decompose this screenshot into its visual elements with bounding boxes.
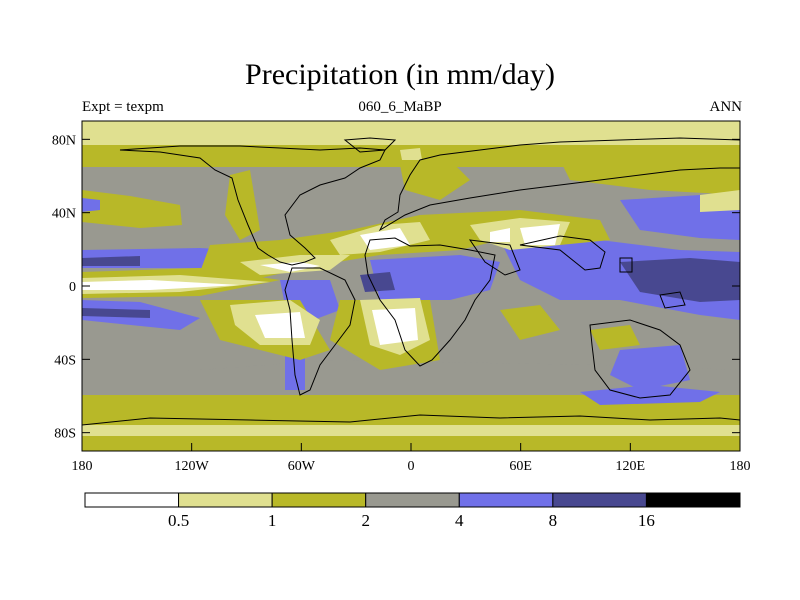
lon-tick-label: 180	[72, 459, 93, 474]
lon-tick-label: 120E	[616, 459, 646, 474]
experiment-label: Expt = texpm	[82, 99, 164, 115]
colorbar-label: 16	[638, 511, 655, 530]
colorbar-swatch	[645, 492, 741, 508]
lon-tick-label: 60E	[509, 459, 532, 474]
lon-tick-label: 60W	[288, 459, 316, 474]
colorbar-swatch	[552, 492, 647, 508]
colorbar-label: 1	[268, 511, 277, 530]
lon-tick-label: 180	[730, 459, 751, 474]
period-label: 060_6_MaBP	[358, 99, 442, 115]
colorbar-label: 8	[549, 511, 558, 530]
colorbar-label: 0.5	[168, 511, 189, 530]
colorbar-swatch	[365, 492, 460, 508]
colorbar-swatch	[178, 492, 273, 508]
lon-tick-label: 0	[408, 459, 415, 474]
axis-ticks: 180 120W 60W 0 60E 120E 180 80N 40N 0 40S 80S	[52, 133, 751, 474]
colorbar-swatch	[271, 492, 367, 508]
colorbar-swatch	[84, 492, 180, 508]
season-label: ANN	[709, 99, 743, 115]
lat-tick-label: 80N	[52, 133, 76, 148]
lon-tick-label: 120W	[175, 459, 210, 474]
plot-title: Precipitation (in mm/day)	[245, 58, 555, 91]
colorbar-label: 2	[361, 511, 370, 530]
colorbar-swatch	[458, 492, 554, 508]
colorbar-label: 4	[455, 511, 464, 530]
lat-tick-label: 80S	[54, 427, 76, 442]
lat-tick-label: 0	[69, 280, 76, 295]
coastlines	[82, 137, 740, 426]
lat-tick-label: 40S	[54, 353, 76, 368]
lat-tick-label: 40N	[52, 207, 76, 222]
